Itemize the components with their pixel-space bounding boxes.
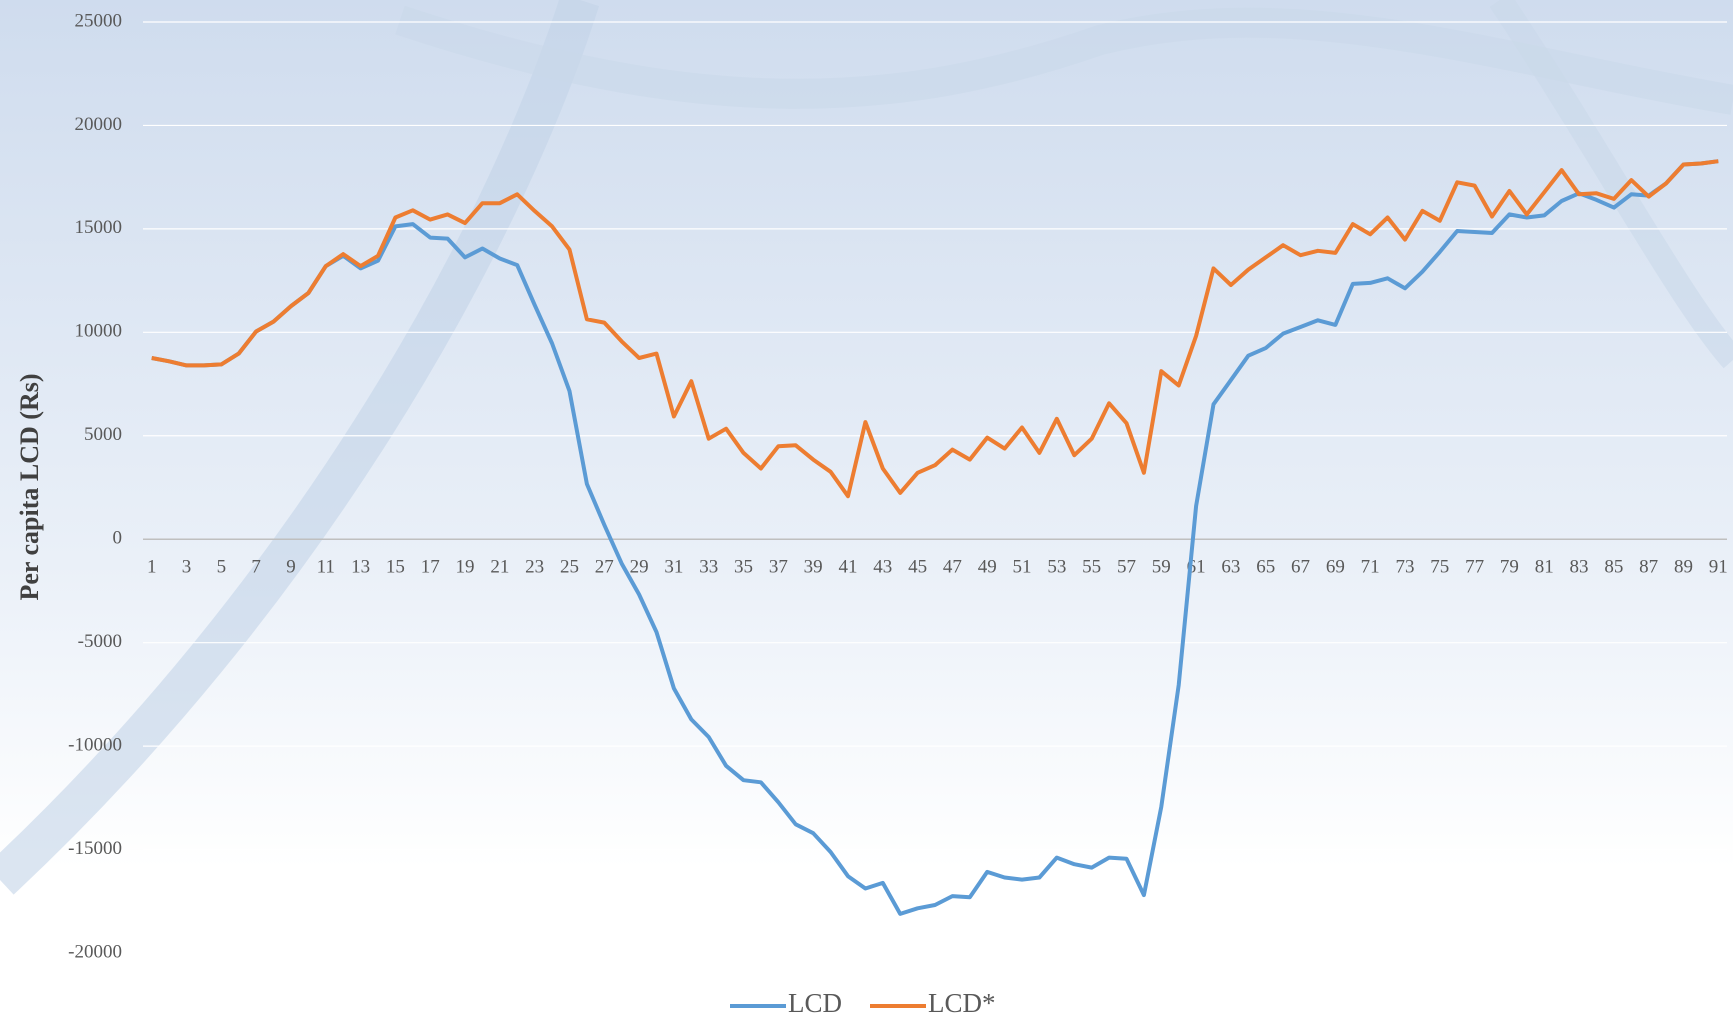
x-tick-label: 79	[1500, 557, 1519, 578]
x-tick-label: 83	[1570, 557, 1589, 578]
x-tick-label: 91	[1709, 557, 1728, 578]
x-tick-label: 59	[1152, 557, 1171, 578]
x-tick-label: 73	[1395, 557, 1414, 578]
y-tick-label: -20000	[68, 941, 122, 962]
x-tick-label: 17	[421, 557, 440, 578]
x-tick-label: 71	[1361, 557, 1380, 578]
x-tick-label: 35	[734, 557, 753, 578]
x-tick-label: 29	[630, 557, 649, 578]
y-tick-label: 15000	[75, 217, 123, 238]
decor-curve	[1489, 0, 1733, 369]
x-tick-label: 65	[1256, 557, 1275, 578]
x-tick-label: 5	[217, 557, 227, 578]
series-line	[151, 159, 1719, 499]
x-tick-label: 11	[317, 557, 335, 578]
y-tick-label: -5000	[78, 631, 122, 652]
decor-curve	[0, 0, 600, 895]
x-tick-label: 75	[1430, 557, 1449, 578]
legend-label: LCD	[788, 988, 842, 1018]
y-tick-label: 20000	[75, 114, 123, 135]
x-tick-label: 9	[286, 557, 296, 578]
x-tick-label: 37	[769, 557, 788, 578]
x-tick-label: 53	[1047, 557, 1066, 578]
y-tick-label: -15000	[68, 838, 122, 859]
x-tick-label: 15	[386, 557, 405, 578]
x-tick-label: 19	[456, 557, 475, 578]
x-tick-label: 21	[490, 557, 509, 578]
x-tick-label: 81	[1535, 557, 1554, 578]
x-tick-label: 25	[560, 557, 579, 578]
x-tick-label: 39	[804, 557, 823, 578]
x-tick-label: 43	[873, 557, 892, 578]
x-tick-label: 85	[1604, 557, 1623, 578]
y-tick-label: -10000	[68, 734, 122, 755]
x-tick-label: 87	[1639, 557, 1658, 578]
x-tick-label: 7	[251, 557, 261, 578]
legend-label: LCD*	[928, 988, 996, 1018]
y-tick-label: 0	[113, 528, 123, 549]
x-tick-label: 27	[595, 557, 614, 578]
x-tick-label: 23	[525, 557, 544, 578]
x-tick-label: 67	[1291, 557, 1310, 578]
decor-curve	[395, 5, 1733, 115]
x-tick-label: 45	[908, 557, 927, 578]
x-tick-label: 69	[1326, 557, 1345, 578]
x-tick-label: 33	[699, 557, 718, 578]
x-tick-label: 51	[1013, 557, 1032, 578]
y-axis-title: Per capita LCD (Rs)	[15, 374, 44, 601]
x-tick-label: 3	[182, 557, 192, 578]
x-tick-label: 77	[1465, 557, 1484, 578]
x-tick-label: 63	[1221, 557, 1240, 578]
y-tick-label: 5000	[84, 424, 122, 445]
series-line	[151, 159, 1719, 916]
y-tick-label: 10000	[75, 321, 123, 342]
x-tick-label: 13	[351, 557, 370, 578]
x-tick-label: 57	[1117, 557, 1136, 578]
y-tick-label: 25000	[75, 10, 123, 31]
x-tick-label: 1	[147, 557, 157, 578]
x-tick-label: 31	[664, 557, 683, 578]
x-tick-label: 89	[1674, 557, 1693, 578]
x-tick-label: 47	[943, 557, 962, 578]
x-tick-label: 55	[1082, 557, 1101, 578]
x-tick-label: 41	[838, 557, 857, 578]
x-tick-label: 49	[978, 557, 997, 578]
